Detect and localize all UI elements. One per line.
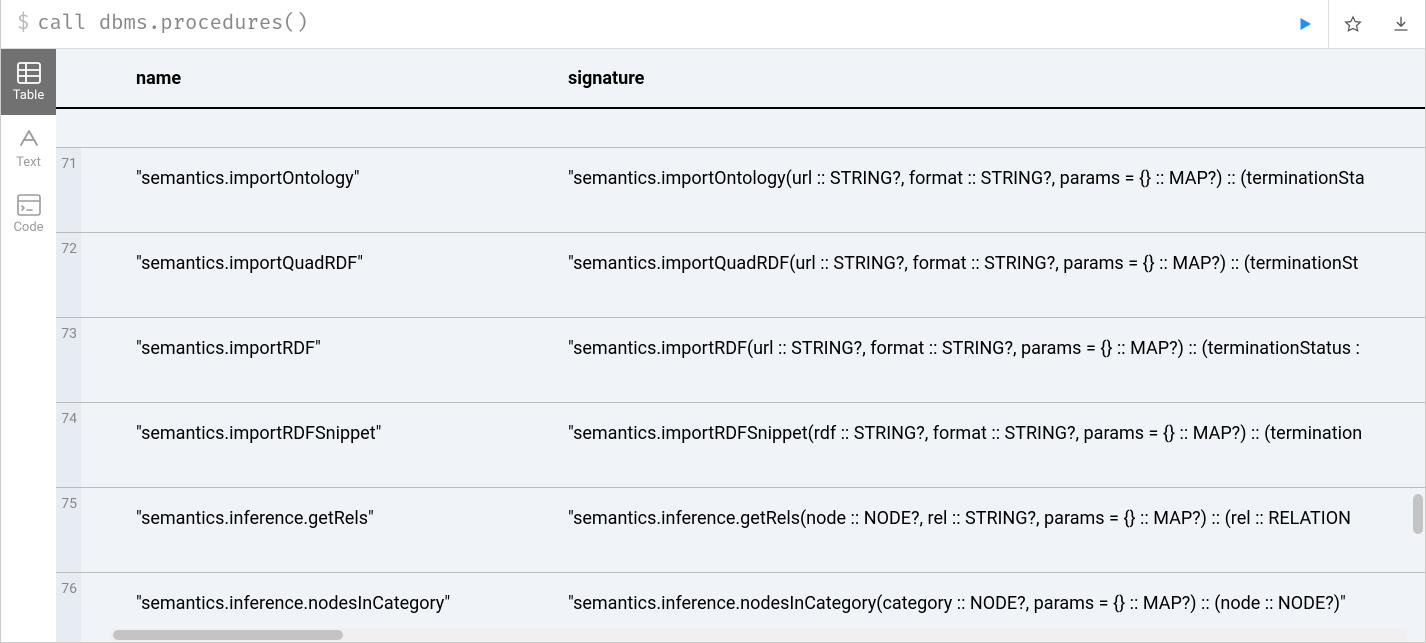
cell-signature: "semantics.inference.getRels(node :: NOD…: [556, 488, 1425, 572]
row-number: 75: [56, 488, 81, 572]
header-signature: signature: [556, 68, 1425, 89]
cell-signature: "semantics.importRDF(url :: STRING?, for…: [556, 318, 1425, 402]
table-wrapper: name signature 71 "semantics.importOntol…: [56, 49, 1425, 642]
horizontal-scrollbar[interactable]: [111, 628, 1407, 642]
row-number: 73: [56, 318, 81, 402]
download-icon: [1392, 15, 1410, 33]
star-icon: [1344, 15, 1362, 33]
query-text[interactable]: call dbms.procedures(): [37, 12, 1281, 36]
table-row: 72 "semantics.importQuadRDF" "semantics.…: [56, 233, 1425, 318]
cell-name: "semantics.inference.getRels": [81, 488, 556, 572]
vertical-scrollbar-thumb[interactable]: [1413, 494, 1423, 534]
cell-name: "semantics.importRDF": [81, 318, 556, 402]
cell-name: "semantics.importOntology": [81, 148, 556, 232]
tab-code-label: Code: [13, 220, 43, 235]
text-icon: [17, 127, 41, 151]
top-actions: [1281, 0, 1425, 48]
cell-signature: "semantics.importOntology(url :: STRING?…: [556, 148, 1425, 232]
row-number: 76: [56, 573, 81, 642]
results-panel: name signature 71 "semantics.importOntol…: [56, 49, 1425, 642]
tab-text[interactable]: Text: [1, 115, 56, 181]
blank-row: [56, 109, 1425, 148]
cell-signature: "semantics.importRDFSnippet(rdf :: STRIN…: [556, 403, 1425, 487]
cell-name: "semantics.importQuadRDF": [81, 233, 556, 317]
vertical-scrollbar[interactable]: [1409, 49, 1425, 628]
table-row: 73 "semantics.importRDF" "semantics.impo…: [56, 318, 1425, 403]
cell-name: "semantics.importRDFSnippet": [81, 403, 556, 487]
table-header: name signature: [56, 49, 1425, 109]
play-icon: [1296, 15, 1314, 33]
view-sidebar: Table Text Code: [1, 49, 56, 642]
main-area: Table Text Code: [1, 49, 1425, 642]
query-bar: $ call dbms.procedures(): [1, 0, 1425, 49]
horizontal-scrollbar-thumb[interactable]: [113, 630, 343, 640]
row-number: 74: [56, 403, 81, 487]
tab-code[interactable]: Code: [1, 181, 56, 247]
tab-table-label: Table: [13, 88, 44, 103]
prompt-symbol: $: [1, 12, 37, 36]
tab-text-label: Text: [16, 155, 41, 170]
table-icon: [17, 62, 41, 84]
tab-table[interactable]: Table: [1, 49, 56, 115]
favorite-button[interactable]: [1329, 0, 1377, 48]
cell-signature: "semantics.importQuadRDF(url :: STRING?,…: [556, 233, 1425, 317]
app-frame: $ call dbms.procedures(): [0, 0, 1426, 643]
row-number: 71: [56, 148, 81, 232]
header-name: name: [81, 68, 556, 89]
run-button[interactable]: [1281, 0, 1329, 48]
table-body[interactable]: 71 "semantics.importOntology" "semantics…: [56, 109, 1425, 642]
table-row: 75 "semantics.inference.getRels" "semant…: [56, 488, 1425, 573]
download-button[interactable]: [1377, 0, 1425, 48]
table-row: 71 "semantics.importOntology" "semantics…: [56, 148, 1425, 233]
code-icon: [17, 194, 41, 216]
row-number: 72: [56, 233, 81, 317]
table-row: 74 "semantics.importRDFSnippet" "semanti…: [56, 403, 1425, 488]
